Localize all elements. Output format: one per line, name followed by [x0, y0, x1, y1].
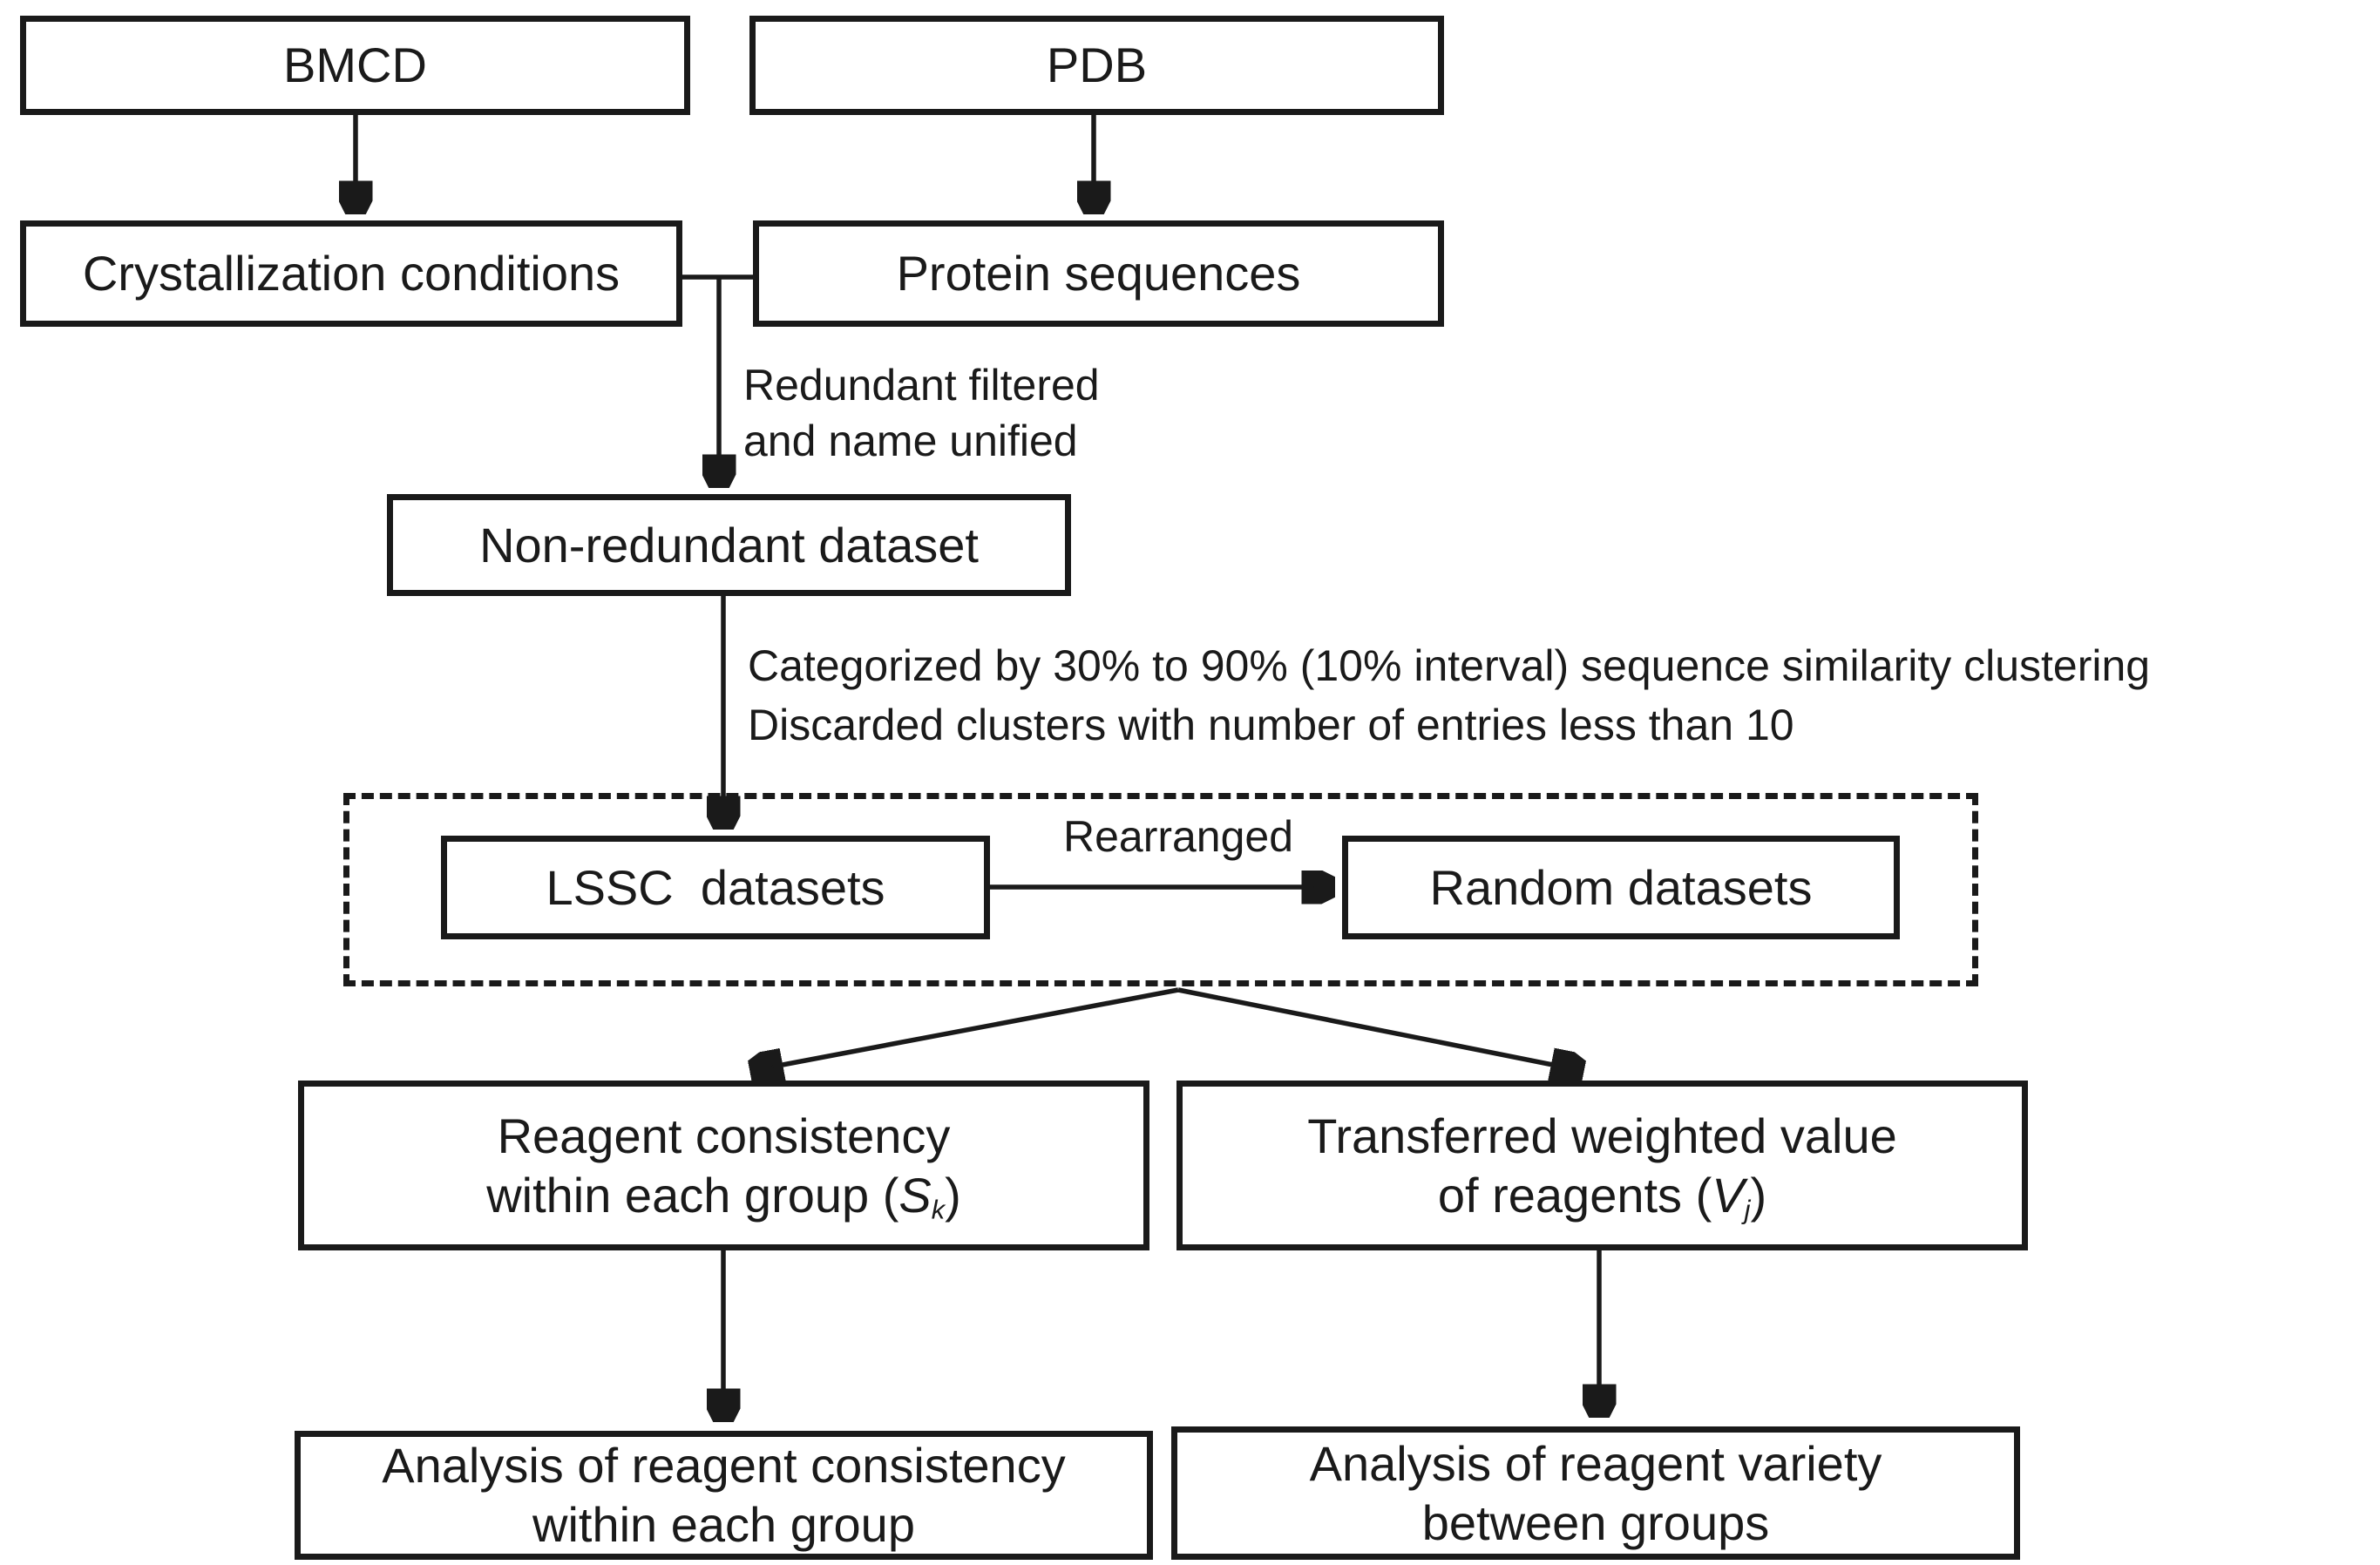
node-bmcd: BMCD [20, 16, 690, 115]
node-reagent-consistency-line1: Reagent consistency [497, 1108, 951, 1163]
node-non-redundant-dataset: Non-redundant dataset [387, 494, 1071, 596]
node-crystallization-conditions-label: Crystallization conditions [82, 246, 620, 301]
node-analysis-reagent-variety: Analysis of reagent variety between grou… [1171, 1426, 2020, 1560]
node-analysis-reagent-consistency-line2: within each group [532, 1497, 915, 1552]
node-random-datasets: Random datasets [1342, 836, 1900, 939]
node-lssc-datasets-label: LSSC datasets [546, 859, 885, 915]
node-non-redundant-dataset-label: Non-redundant dataset [479, 517, 979, 572]
arrow-datasets-to-reagent-consistency [755, 987, 1179, 1070]
node-transferred-weighted-value-line1: Transferred weighted value [1307, 1108, 1897, 1163]
node-reagent-consistency-line2: within each group (Sk) [486, 1167, 961, 1225]
node-crystallization-conditions: Crystallization conditions [20, 220, 682, 327]
node-protein-sequences-label: Protein sequences [896, 246, 1301, 301]
node-pdb-label: PDB [1046, 37, 1148, 92]
node-transferred-weighted-value-line2: of reagents (Vj) [1437, 1167, 1767, 1225]
edge-label-categorized: Categorized by 30% to 90% (10% interval)… [748, 636, 2150, 755]
edge-label-redundant-filtered-line1: Redundant filtered [743, 361, 1100, 410]
node-lssc-datasets: LSSC datasets [441, 836, 990, 939]
node-protein-sequences: Protein sequences [753, 220, 1444, 327]
node-pdb: PDB [749, 16, 1444, 115]
node-analysis-reagent-variety-line2: between groups [1421, 1494, 1770, 1550]
edge-label-categorized-line2: Discarded clusters with number of entrie… [748, 701, 1794, 749]
node-transferred-weighted-value: Transferred weighted value of reagents (… [1176, 1081, 2028, 1250]
dashed-datasets-group-outline [343, 793, 1978, 986]
edge-label-redundant-filtered: Redundant filtered and name unified [743, 357, 1100, 469]
edge-label-rearranged: Rearranged [1062, 812, 1294, 861]
node-random-datasets-label: Random datasets [1429, 859, 1813, 915]
node-analysis-reagent-consistency: Analysis of reagent consistency within e… [295, 1431, 1153, 1560]
edge-label-redundant-filtered-line2: and name unified [743, 417, 1078, 465]
arrow-datasets-to-transferred-value [1177, 987, 1579, 1070]
node-analysis-reagent-variety-line1: Analysis of reagent variety [1309, 1435, 1882, 1491]
edge-label-categorized-line1: Categorized by 30% to 90% (10% interval)… [748, 641, 2151, 690]
node-reagent-consistency: Reagent consistency within each group (S… [298, 1081, 1149, 1250]
node-bmcd-label: BMCD [283, 37, 427, 92]
node-analysis-reagent-consistency-line1: Analysis of reagent consistency [382, 1438, 1066, 1493]
